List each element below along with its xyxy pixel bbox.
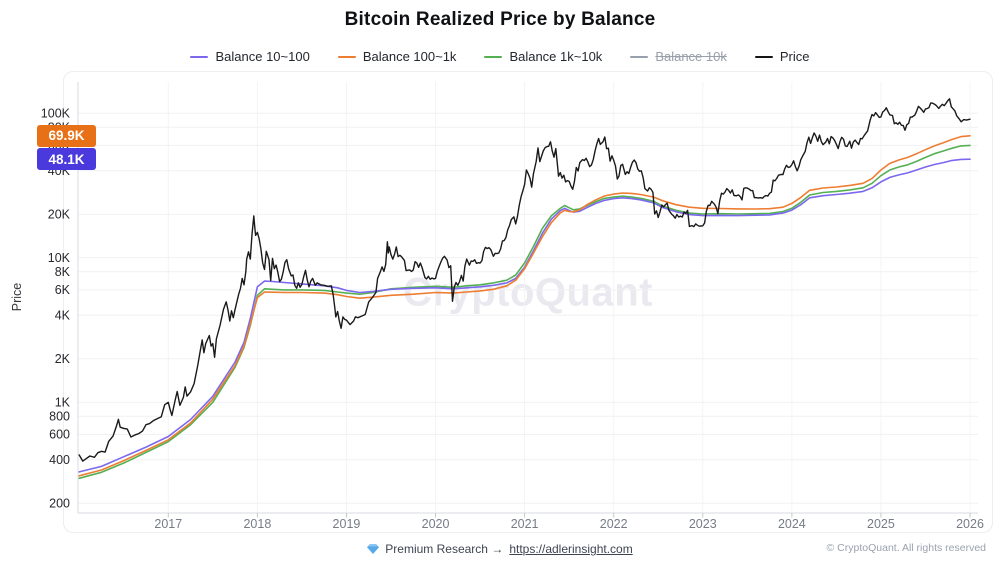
copyright: © CryptoQuant. All rights reserved (826, 542, 986, 554)
legend-line-icon (630, 55, 649, 58)
svg-text:2018: 2018 (243, 517, 271, 531)
svg-text:2021: 2021 (511, 517, 539, 531)
svg-text:2017: 2017 (154, 517, 182, 531)
svg-text:400: 400 (49, 453, 70, 467)
svg-text:200: 200 (49, 497, 70, 511)
svg-text:2024: 2024 (778, 517, 806, 531)
legend-line-icon (484, 55, 503, 58)
value-badge-balance-10-100: 48.1K (37, 148, 96, 171)
svg-text:2022: 2022 (600, 517, 628, 531)
legend-item-balance-1k-10k[interactable]: Balance 1k~10k (484, 49, 602, 64)
legend-label: Balance 10k (655, 49, 727, 64)
svg-text:2026: 2026 (956, 517, 984, 531)
legend-line-icon (337, 55, 356, 58)
legend-item-balance-10-100[interactable]: Balance 10~100 (190, 49, 310, 64)
svg-text:10K: 10K (48, 251, 71, 265)
series-price (78, 98, 971, 462)
svg-text:100K: 100K (41, 107, 71, 121)
legend-item-balance-10k[interactable]: Balance 10k (630, 49, 727, 64)
svg-text:6K: 6K (55, 283, 71, 297)
svg-text:8K: 8K (55, 265, 71, 279)
svg-text:800: 800 (49, 410, 70, 424)
legend-item-balance-100-1k[interactable]: Balance 100~1k (337, 49, 457, 64)
svg-text:1K: 1K (55, 396, 71, 410)
value-badge-balance-100-1k: 69.9K (37, 124, 96, 147)
x-axis-labels: 2017 2018 2019 2020 2021 2022 2023 2024 2025 2026 (154, 517, 984, 531)
footer-center: Premium Research → https://adlerinsight.… (0, 542, 1000, 556)
series-balance-1k-10k (78, 144, 971, 480)
svg-text:2019: 2019 (333, 517, 361, 531)
footer-link[interactable]: https://adlerinsight.com (509, 542, 633, 556)
legend-label: Balance 10~100 (215, 49, 310, 64)
legend-label: Balance 100~1k (362, 49, 457, 64)
svg-text:20K: 20K (48, 208, 71, 222)
gridlines (78, 82, 978, 513)
svg-text:2023: 2023 (689, 517, 717, 531)
series-lines (78, 98, 971, 480)
legend-line-icon (190, 55, 209, 58)
svg-text:4K: 4K (55, 309, 71, 323)
footer-premium-text: Premium Research → (385, 542, 504, 556)
y-axis-title: Price (10, 283, 24, 312)
series-balance-100-1k (78, 135, 971, 477)
legend-item-price[interactable]: Price (754, 49, 810, 64)
legend-label: Price (779, 49, 810, 64)
legend-line-icon (754, 55, 773, 58)
axes (77, 82, 978, 518)
svg-text:2K: 2K (55, 352, 71, 366)
svg-text:2025: 2025 (867, 517, 895, 531)
svg-text:600: 600 (49, 428, 70, 442)
gem-icon (367, 544, 380, 554)
legend: Balance 10~100 Balance 100~1k Balance 1k~1… (0, 49, 1000, 64)
svg-text:2020: 2020 (422, 517, 450, 531)
legend-label: Balance 1k~10k (509, 49, 603, 64)
series-balance-10-100 (78, 158, 971, 473)
chart-title: Bitcoin Realized Price by Balance (344, 9, 656, 30)
